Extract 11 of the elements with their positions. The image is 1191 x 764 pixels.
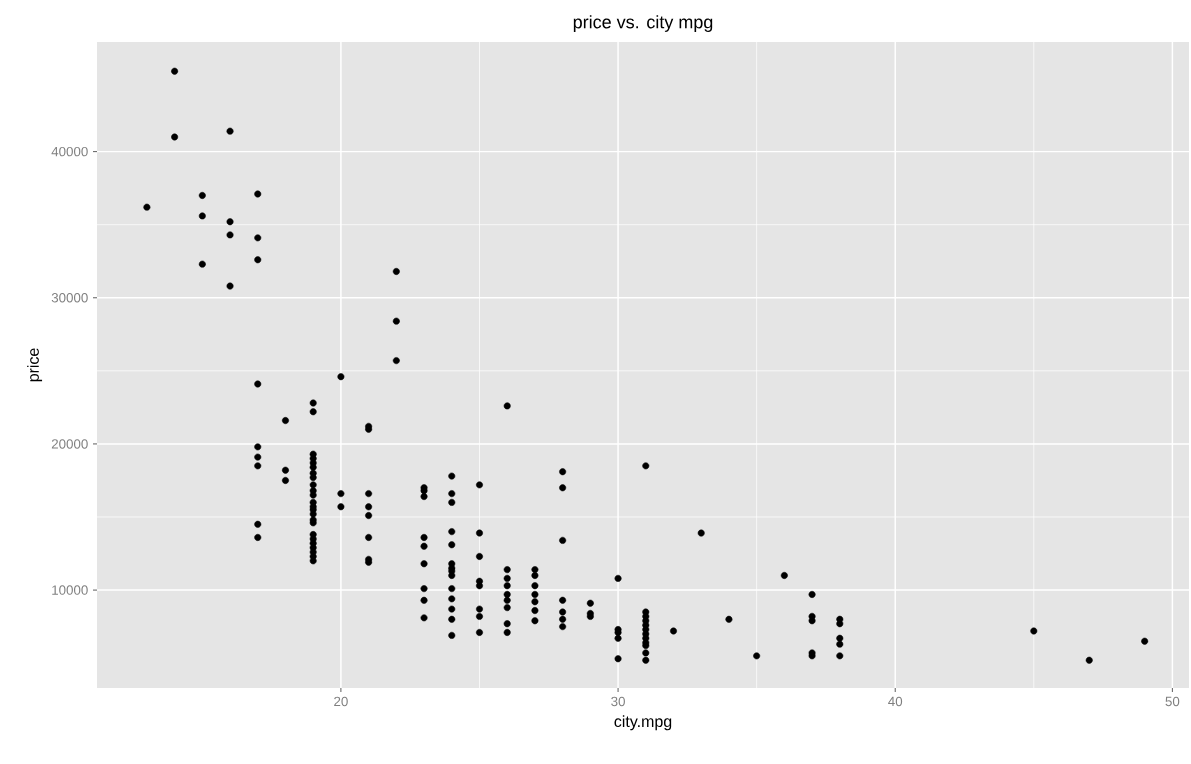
x-tick-label: 30	[611, 696, 625, 707]
y-tick-label: 30000	[51, 293, 88, 303]
y-tick-label: 40000	[51, 146, 88, 157]
x-axis-title: city.mpg	[614, 715, 672, 731]
y-tick-label: 10000	[52, 585, 88, 595]
y-axis-title: price	[27, 348, 43, 382]
x-tick-label: 20	[334, 696, 348, 707]
x-tick-label: 50	[1165, 696, 1180, 707]
y-tick-label: 20000	[51, 439, 88, 449]
x-tick-label: 40	[888, 696, 903, 707]
chart-title: price vs. city mpg	[573, 15, 713, 32]
